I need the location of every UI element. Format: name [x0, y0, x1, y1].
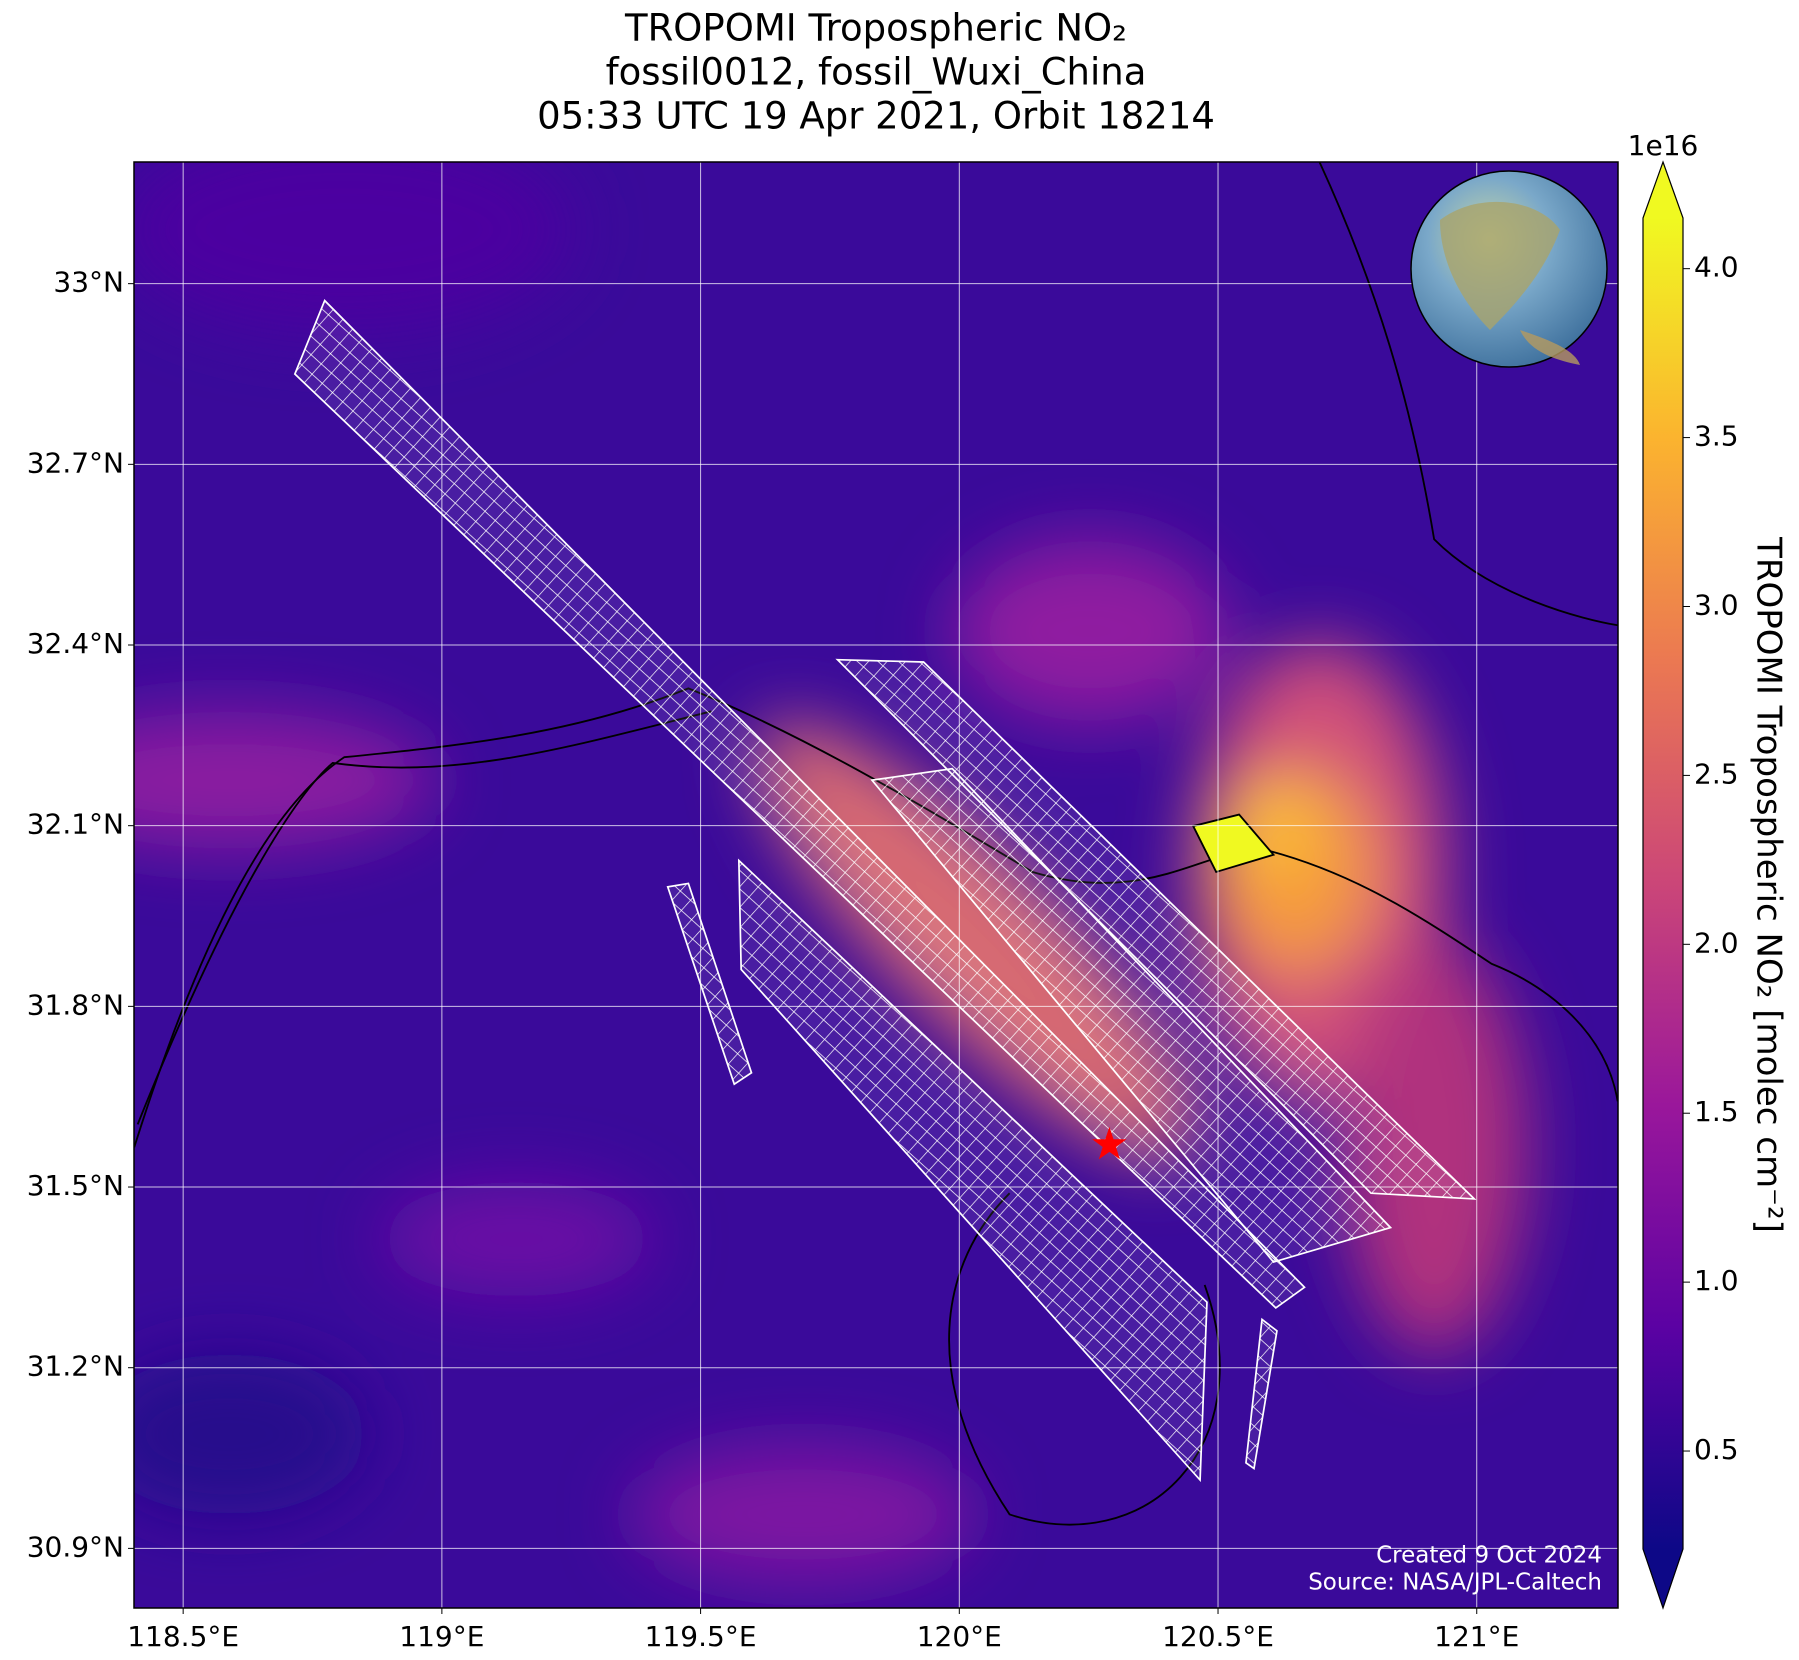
site-marker [1092, 1126, 1127, 1160]
y-tick-label: 31.8°N [27, 988, 124, 1021]
map-area [134, 162, 1618, 1608]
y-tick-label: 31.2°N [27, 1350, 124, 1383]
colorbar-label: TROPOMI Tropospheric NO₂ [molec cm⁻²] [1749, 536, 1789, 1233]
globe-inset [1410, 170, 1608, 368]
chart-title: TROPOMI Tropospheric NO₂ [624, 7, 1127, 50]
y-tick-label: 32.4°N [27, 627, 124, 660]
y-tick-label: 32.7°N [27, 446, 124, 479]
x-tick-label: 121°E [1434, 1620, 1519, 1653]
credit: Source: NASA/JPL-Caltech [1308, 1570, 1602, 1596]
colorbar-tick-label: 2.5 [1694, 757, 1739, 790]
colorbar-tick-label: 4.0 [1694, 251, 1739, 284]
chart-title: fossil0012, fossil_Wuxi_China [606, 51, 1147, 94]
colorbar-tick-label: 1.5 [1694, 1095, 1739, 1128]
colorbar-tick-label: 3.5 [1694, 420, 1739, 453]
y-tick-label: 30.9°N [27, 1530, 124, 1563]
x-tick-label: 118.5°E [127, 1620, 239, 1653]
footprints [293, 299, 1477, 1483]
x-tick-label: 119°E [399, 1620, 484, 1653]
colorbar-frame [1642, 160, 1684, 1610]
no2-plumes [134, 162, 1526, 1584]
y-tick-label: 31.5°N [27, 1169, 124, 1202]
colorbar-tick-label: 0.5 [1694, 1433, 1739, 1466]
colorbar-extend-high [1643, 162, 1683, 218]
colorbar-tick-label: 1.0 [1694, 1264, 1739, 1297]
chart-title: 05:33 UTC 19 Apr 2021, Orbit 18214 [537, 95, 1215, 138]
credit: Created 9 Oct 2024 [1376, 1543, 1602, 1569]
map-frame [133, 161, 1619, 1609]
y-tick-label: 32.1°N [27, 808, 124, 841]
x-tick-label: 119.5°E [645, 1620, 757, 1653]
colorbar [1643, 218, 1683, 1549]
colorbar-multiplier: 1e16 [1628, 129, 1699, 162]
x-tick-label: 120°E [917, 1620, 1002, 1653]
y-tick-label: 33°N [53, 266, 124, 299]
colorbar-tick-label: 2.0 [1694, 926, 1739, 959]
colorbar-extend-low [1643, 1549, 1683, 1608]
x-tick-label: 120.5°E [1162, 1620, 1274, 1653]
colorbar-tick-label: 3.0 [1694, 588, 1739, 621]
